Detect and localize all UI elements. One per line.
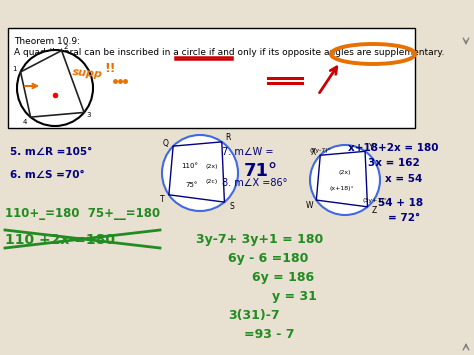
Text: 8. m∠X =86°: 8. m∠X =86° <box>222 178 287 188</box>
Text: 75°: 75° <box>186 182 198 188</box>
Text: 5. m∠R =105°: 5. m∠R =105° <box>10 147 92 157</box>
Text: y = 31: y = 31 <box>272 290 317 303</box>
Text: 6y - 6 =180: 6y - 6 =180 <box>228 252 309 265</box>
Text: Q: Q <box>162 139 168 148</box>
Circle shape <box>310 145 380 215</box>
Text: 3: 3 <box>87 113 91 119</box>
Text: supp: supp <box>72 67 103 80</box>
Text: x = 54: x = 54 <box>385 174 422 184</box>
Text: 3(31)-7: 3(31)-7 <box>228 309 280 322</box>
Text: 54 + 18: 54 + 18 <box>378 198 423 208</box>
Text: (2x): (2x) <box>206 164 218 169</box>
Text: 7. m∠W =: 7. m∠W = <box>222 147 273 157</box>
Text: 4: 4 <box>22 119 27 125</box>
Text: x+18+2x = 180: x+18+2x = 180 <box>348 143 438 153</box>
Text: R: R <box>225 133 230 142</box>
Text: Y: Y <box>369 143 374 152</box>
Text: 110°: 110° <box>182 163 199 169</box>
Bar <box>8 28 415 128</box>
Text: (x+18)°: (x+18)° <box>330 186 354 191</box>
Text: 1: 1 <box>12 66 17 72</box>
Text: 3x = 162: 3x = 162 <box>368 158 420 168</box>
Circle shape <box>17 50 93 126</box>
Text: S: S <box>229 202 234 211</box>
Text: 2: 2 <box>64 44 68 50</box>
Text: =93 - 7: =93 - 7 <box>244 328 294 341</box>
Text: = 72°: = 72° <box>388 213 420 223</box>
Text: 71°: 71° <box>244 162 278 180</box>
Text: X: X <box>310 148 316 157</box>
Text: !!: !! <box>104 62 116 75</box>
Text: (2c): (2c) <box>206 179 218 184</box>
Text: W: W <box>306 201 313 209</box>
Text: (2x): (2x) <box>339 170 351 175</box>
Text: 6. m∠S =70°: 6. m∠S =70° <box>10 170 85 180</box>
Circle shape <box>162 135 238 211</box>
Text: Theorem 10.9:: Theorem 10.9: <box>14 37 80 46</box>
Text: Z: Z <box>372 206 377 215</box>
Text: 3y-7+ 3y+1 = 180: 3y-7+ 3y+1 = 180 <box>196 233 323 246</box>
Text: (3y-7)°: (3y-7)° <box>309 148 331 153</box>
Text: 110+_=180  75+__=180: 110+_=180 75+__=180 <box>5 207 160 220</box>
Text: 6y = 186: 6y = 186 <box>252 271 314 284</box>
Text: A quadrilateral can be inscribed in a circle if and only if its opposite angles : A quadrilateral can be inscribed in a ci… <box>14 48 444 57</box>
Text: (3y+1)°: (3y+1)° <box>363 198 387 203</box>
Text: 110 +2x =180: 110 +2x =180 <box>5 233 115 247</box>
Text: T: T <box>160 195 164 204</box>
